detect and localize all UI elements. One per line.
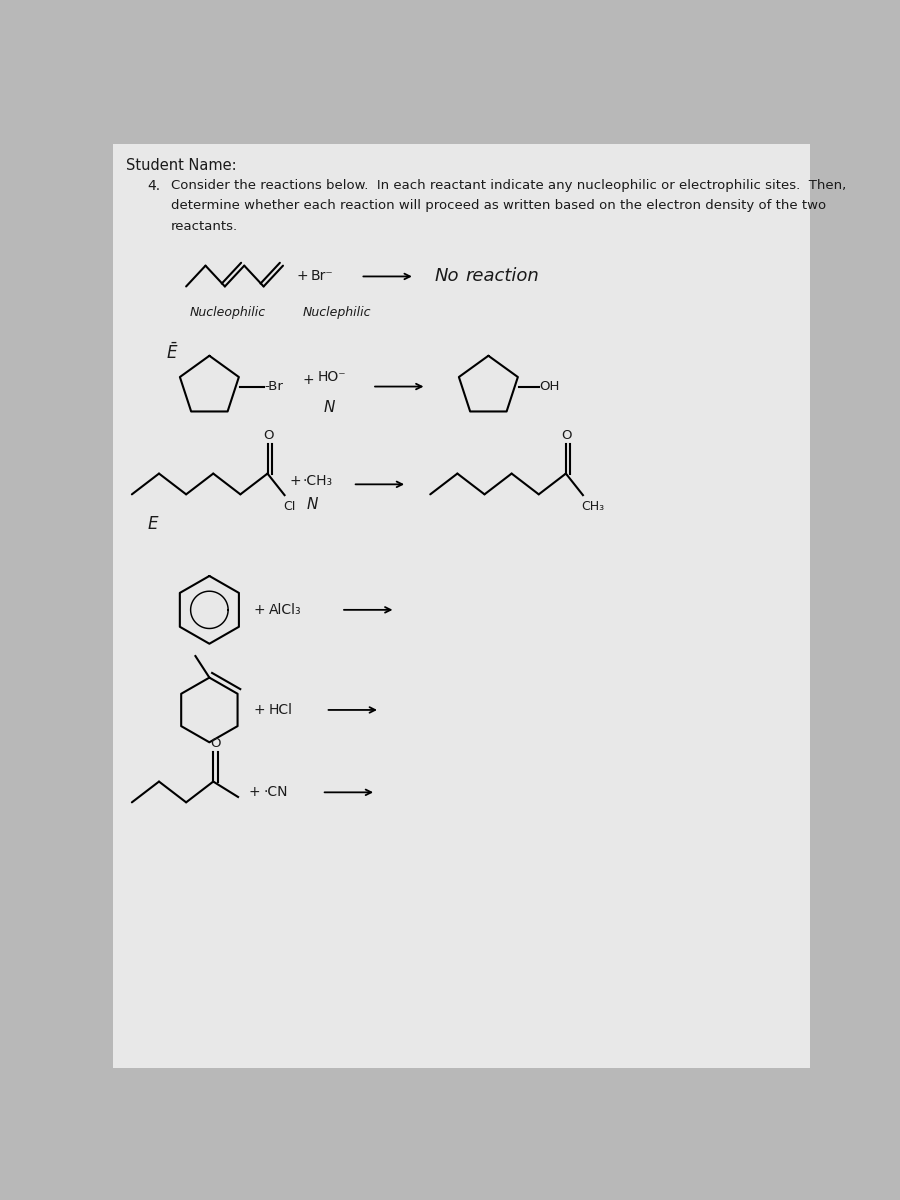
Text: +: + — [302, 373, 314, 388]
Text: reactants.: reactants. — [171, 221, 238, 233]
Text: Student Name:: Student Name: — [126, 158, 237, 173]
Text: No: No — [434, 268, 459, 286]
Text: HO⁻: HO⁻ — [318, 371, 346, 384]
FancyBboxPatch shape — [112, 144, 810, 1068]
Text: determine whether each reaction will proceed as written based on the electron de: determine whether each reaction will pro… — [171, 199, 826, 212]
Text: N: N — [323, 401, 335, 415]
Text: ·CH₃: ·CH₃ — [302, 474, 332, 488]
Text: HCl: HCl — [269, 703, 293, 716]
Text: +: + — [254, 703, 266, 716]
Text: O: O — [562, 428, 572, 442]
Text: OH: OH — [539, 380, 560, 394]
Text: O: O — [211, 737, 220, 750]
Text: -Br: -Br — [265, 380, 284, 394]
Text: AlCl₃: AlCl₃ — [269, 602, 302, 617]
Text: +: + — [248, 785, 260, 799]
Text: CH₃: CH₃ — [581, 499, 605, 512]
Text: Ē: Ē — [166, 344, 177, 362]
Text: +: + — [254, 602, 266, 617]
Text: +: + — [297, 270, 309, 283]
Text: Nuclephilic: Nuclephilic — [302, 306, 371, 319]
Text: +: + — [289, 474, 301, 488]
Text: Br⁻: Br⁻ — [310, 270, 333, 283]
Text: 4.: 4. — [148, 179, 160, 193]
Text: Nucleophilic: Nucleophilic — [190, 306, 266, 319]
Text: reaction: reaction — [465, 268, 539, 286]
Text: ·CN: ·CN — [264, 785, 288, 799]
Text: E: E — [148, 515, 157, 533]
Text: CI: CI — [283, 499, 295, 512]
Text: Consider the reactions below.  In each reactant indicate any nucleophilic or ele: Consider the reactions below. In each re… — [171, 179, 846, 192]
Text: O: O — [263, 428, 274, 442]
Text: N: N — [306, 497, 318, 511]
